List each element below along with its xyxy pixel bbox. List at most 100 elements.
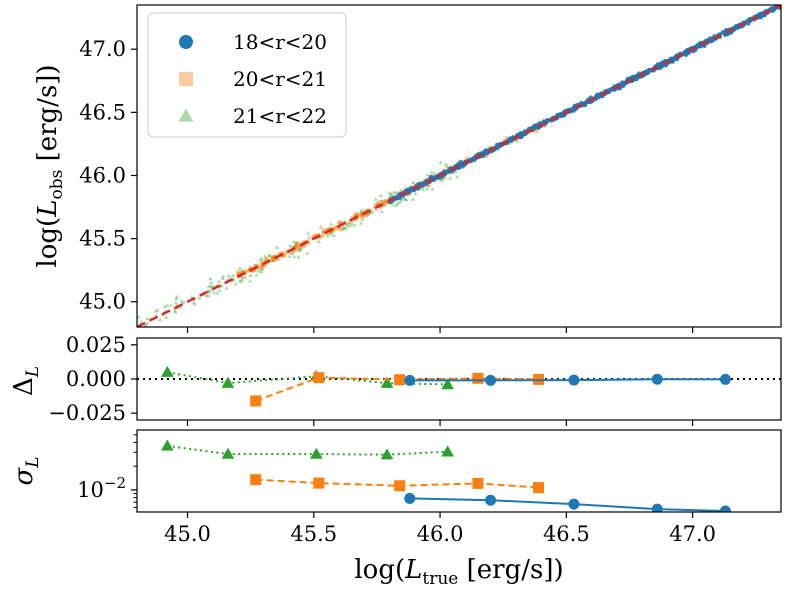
- sigma-point: [533, 482, 545, 494]
- legend-label: 21<r<22: [233, 104, 327, 128]
- scatter-point: [291, 248, 296, 253]
- delta-point: [568, 374, 580, 386]
- scatter-point: [241, 270, 246, 275]
- scatter-point: [325, 233, 330, 238]
- scatter-point: [342, 219, 347, 224]
- scatter-point: [210, 284, 215, 289]
- scatter-point: [366, 212, 371, 217]
- scatter-point: [216, 279, 221, 284]
- scatter-point: [360, 210, 365, 215]
- delta-point: [404, 374, 416, 386]
- scatter-point: [514, 138, 519, 143]
- scatter-point: [373, 197, 378, 201]
- main-scatter-panel: 45.0 45.5 46.0 46.5 47.0 log(Lobs [erg/s]) 1…: [33, 4, 782, 335]
- scatter-point: [263, 257, 268, 262]
- scatter-point: [364, 208, 369, 213]
- scatter-point: [383, 202, 388, 206]
- scatter-point: [292, 248, 297, 253]
- legend-marker-circle: [179, 35, 193, 49]
- x-axis-label: log(Ltrue [erg/s]): [354, 555, 563, 589]
- scatter-point: [168, 303, 173, 307]
- scatter-point: [297, 248, 302, 253]
- scatter-point: [373, 207, 378, 211]
- scatter-point: [430, 187, 435, 191]
- scatter-point: [448, 176, 453, 180]
- sigma-point: [568, 498, 580, 510]
- scatter-point: [137, 331, 141, 335]
- scatter-point: [243, 270, 248, 275]
- sigma-panel: 10−2 45.0 45.5 46.0 46.5 47.0 σL log(Ltrue […: [9, 429, 782, 589]
- scatter-point: [240, 274, 245, 279]
- scatter-point: [407, 187, 413, 193]
- one-to-one-dashed-line: [137, 5, 781, 327]
- scatter-point: [270, 258, 275, 263]
- scatter-point: [138, 330, 142, 334]
- scatter-point: [403, 197, 408, 201]
- scatter-point: [236, 272, 241, 277]
- scatter-point: [259, 269, 264, 274]
- sigma-x-ticks: 45.0 45.5 46.0 46.5 47.0: [164, 512, 716, 546]
- delta-point: [719, 373, 731, 385]
- scatter-point: [484, 154, 489, 159]
- scatter-point: [282, 252, 287, 257]
- scatter-point: [350, 221, 355, 226]
- scatter-point: [318, 234, 323, 239]
- scatter-point: [394, 190, 399, 195]
- scatter-point: [570, 106, 575, 111]
- scatter-point: [360, 217, 365, 221]
- delta-y-tick-label: −0.025: [48, 401, 126, 425]
- scatter-point: [403, 197, 408, 202]
- scatter-point: [251, 268, 256, 273]
- scatter-point: [155, 307, 160, 312]
- scatter-point: [288, 243, 293, 248]
- scatter-point: [401, 196, 406, 201]
- scatter-point: [322, 230, 327, 235]
- delta-y-tick-label: 0.025: [66, 333, 126, 357]
- scatter-point: [583, 102, 588, 108]
- scatter-point: [330, 229, 335, 233]
- sigma-point: [651, 503, 663, 512]
- sigma-point: [394, 480, 406, 492]
- scatter-point: [670, 59, 675, 64]
- scatter-point: [236, 270, 241, 275]
- scatter-point: [327, 225, 332, 230]
- scatter-point: [411, 180, 416, 184]
- scatter-point: [425, 172, 430, 177]
- scatter-point: [298, 246, 303, 251]
- scatter-point: [325, 228, 330, 233]
- scatter-point: [174, 294, 179, 299]
- scatter-point: [336, 220, 341, 225]
- scatter-point: [344, 225, 349, 230]
- scatter-point: [261, 264, 266, 269]
- scatter-point: [398, 188, 403, 193]
- scatter-point: [380, 200, 385, 205]
- scatter-point: [260, 262, 265, 267]
- scatter-point: [732, 24, 738, 29]
- scatter-point: [248, 273, 253, 278]
- x-tick-label: 46.5: [543, 522, 590, 546]
- legend-marker-square: [179, 72, 193, 86]
- scatter-point: [364, 214, 369, 218]
- scatter-point: [233, 281, 238, 286]
- scatter-point: [293, 243, 298, 248]
- sigma-y-tick-label: 10−2: [77, 474, 126, 502]
- scatter-point: [292, 239, 297, 244]
- scatter-point: [366, 211, 371, 216]
- scatter-point: [192, 302, 197, 306]
- scatter-point: [237, 279, 242, 283]
- scatter-point: [267, 253, 272, 257]
- sigma-point: [250, 474, 262, 486]
- sigma-point: [380, 448, 394, 460]
- scatter-point: [162, 304, 167, 309]
- scatter-point: [337, 224, 342, 229]
- scatter-point: [328, 231, 333, 236]
- scatter-point: [359, 212, 364, 217]
- x-tick-label: 46.0: [417, 522, 464, 546]
- delta-panel: 0.025 0.000 −0.025 ΔL: [9, 333, 782, 426]
- scatter-point: [248, 278, 253, 283]
- scatter-point: [395, 201, 400, 206]
- sigma-point: [441, 445, 454, 457]
- scatter-point: [252, 263, 257, 267]
- scatter-point: [301, 243, 306, 248]
